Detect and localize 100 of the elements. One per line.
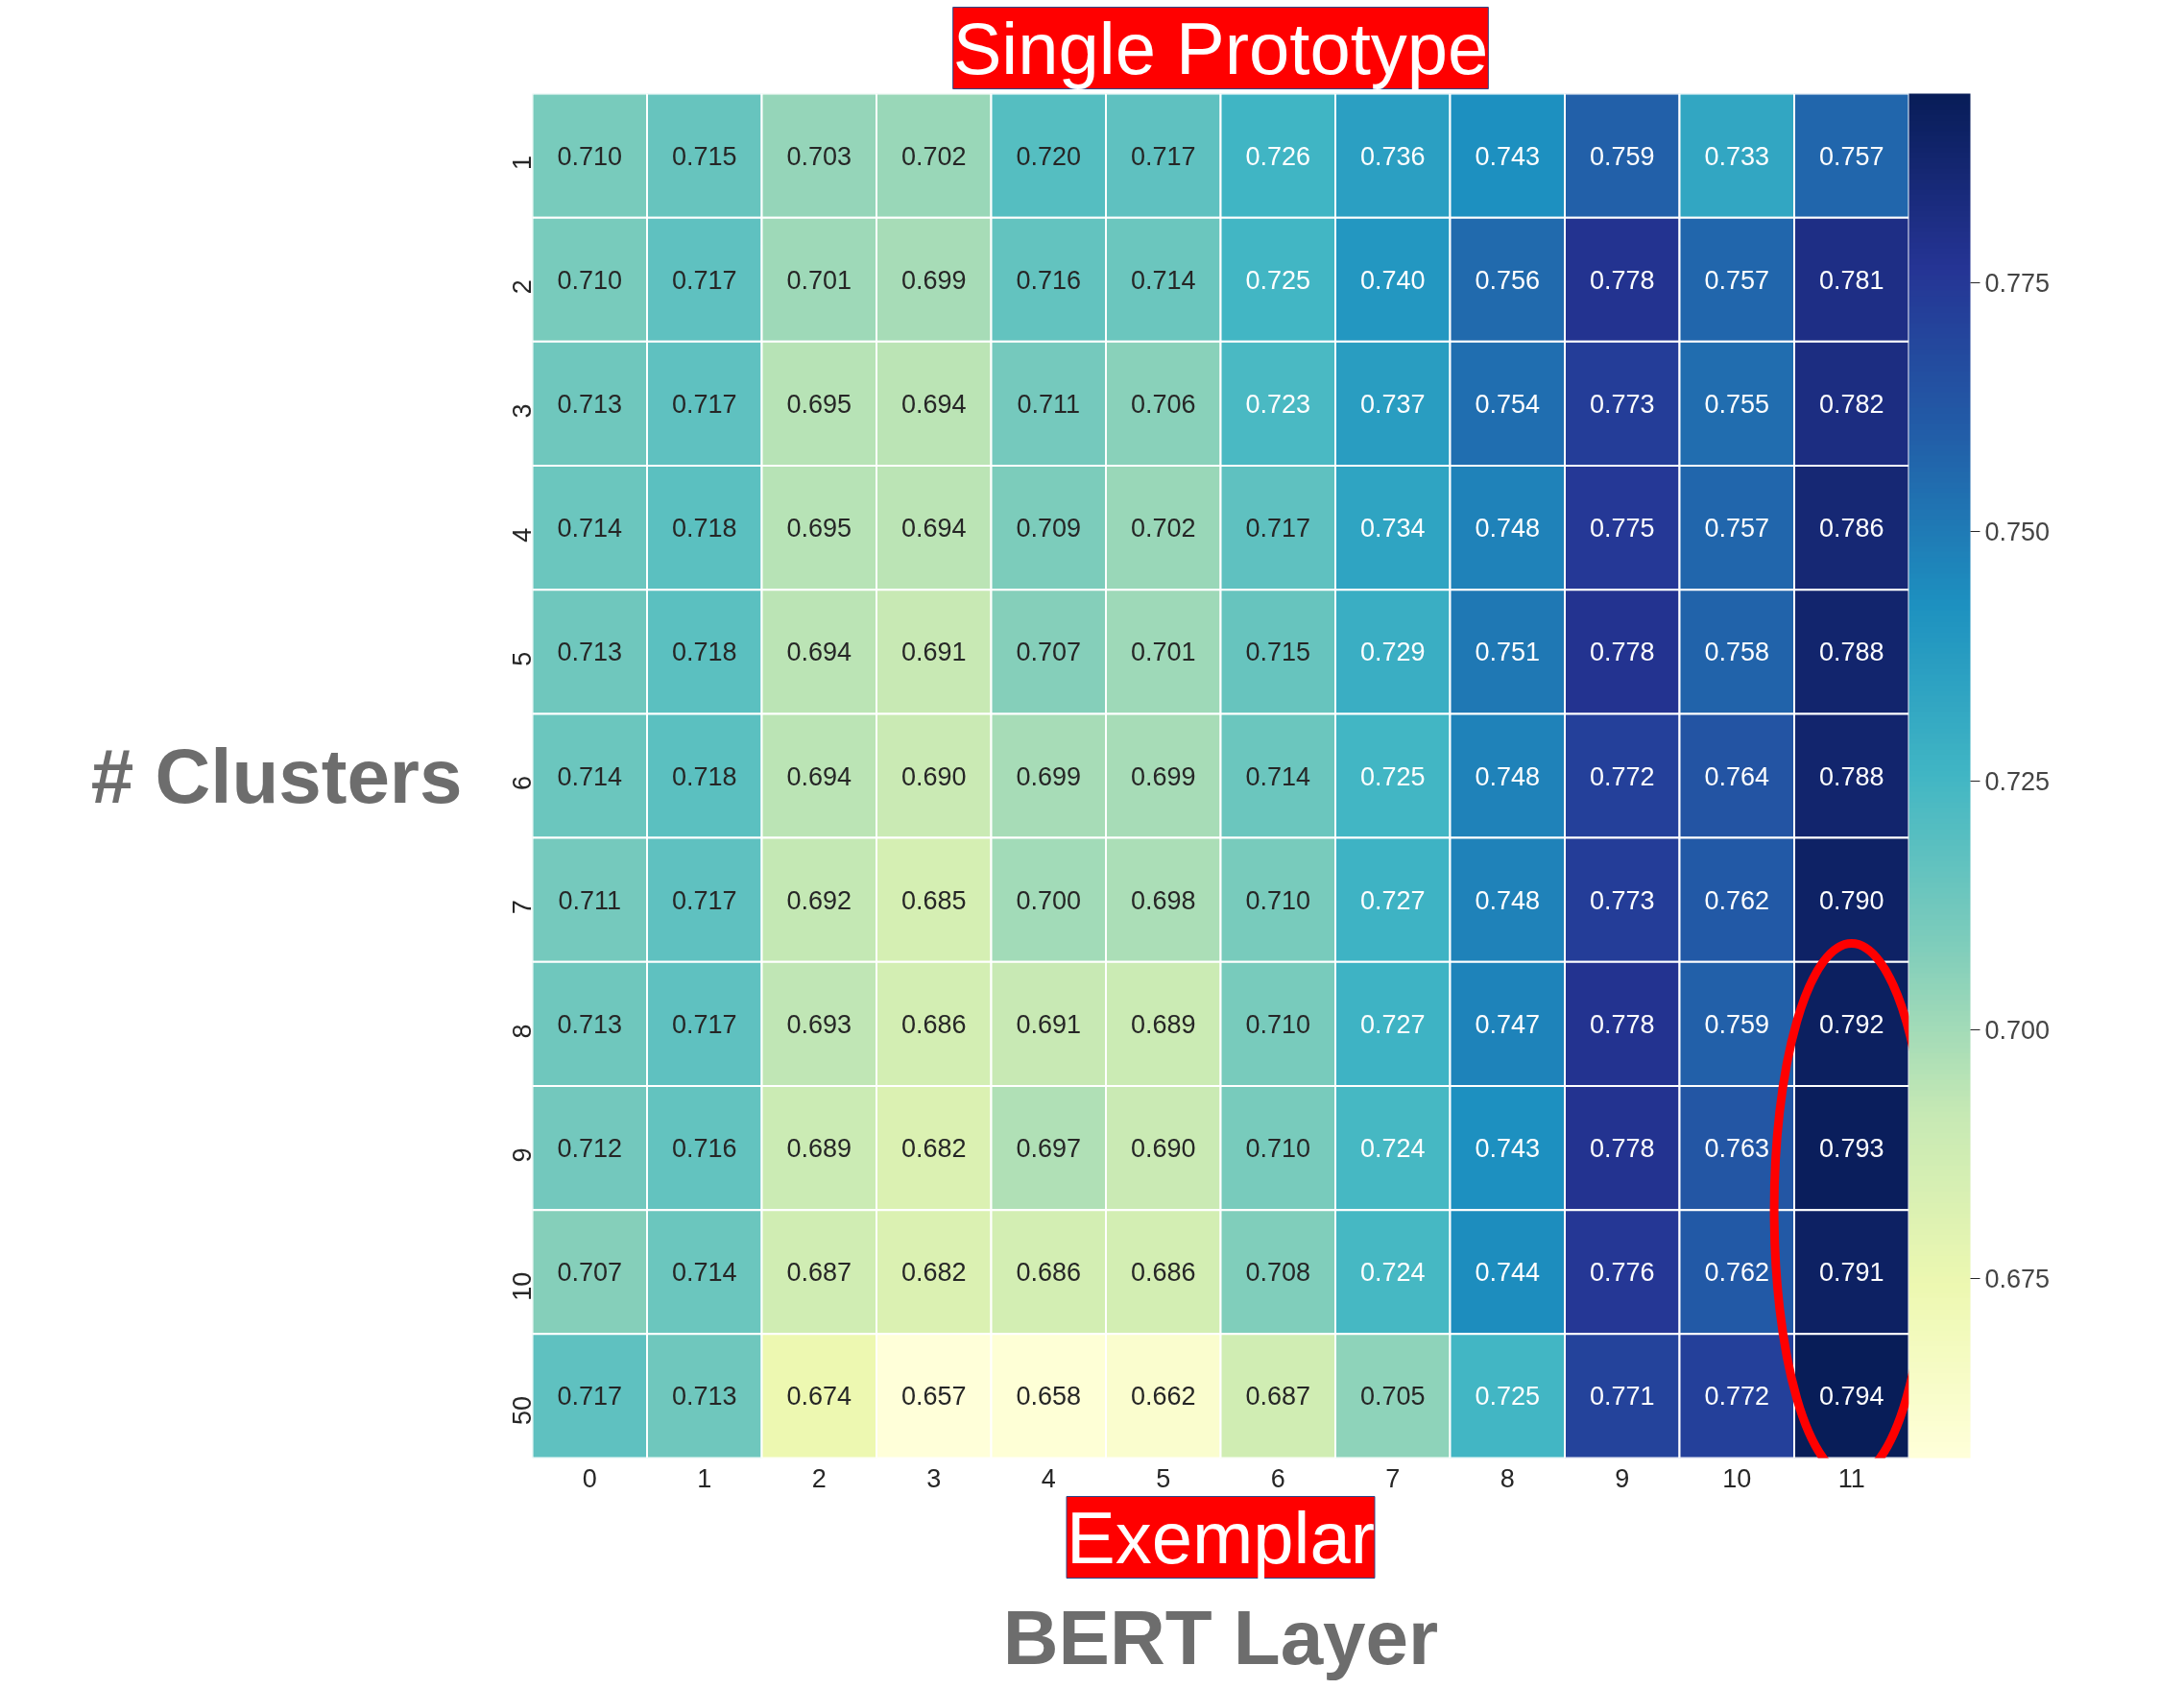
data-label: 0.717 — [671, 885, 737, 915]
data-label: 0.700 — [1016, 885, 1082, 915]
x-tick-label: 5 — [1156, 1463, 1171, 1493]
data-label: 0.694 — [786, 638, 852, 667]
data-label: 0.674 — [786, 1382, 852, 1412]
data-label: 0.714 — [1245, 761, 1311, 791]
y-tick-label: 6 — [508, 775, 537, 791]
data-label: 0.781 — [1818, 265, 1884, 295]
data-label: 0.713 — [557, 1009, 623, 1039]
x-tick-label: 6 — [1270, 1463, 1285, 1493]
data-label: 0.710 — [1245, 885, 1311, 915]
data-label: 0.657 — [900, 1382, 967, 1412]
data-label: 0.726 — [1245, 141, 1311, 171]
data-label: 0.744 — [1475, 1258, 1541, 1288]
data-label: 0.713 — [557, 389, 623, 419]
x-tick-label: 10 — [1722, 1463, 1752, 1493]
text: Exemplar — [1067, 1496, 1375, 1579]
data-label: 0.706 — [1130, 389, 1196, 419]
data-label: 0.788 — [1818, 761, 1884, 791]
data-label: 0.747 — [1475, 1009, 1541, 1039]
data-label: 0.687 — [786, 1258, 852, 1288]
data-label: 0.725 — [1359, 761, 1426, 791]
data-label: 0.698 — [1130, 885, 1196, 915]
data-label: 0.772 — [1704, 1382, 1770, 1412]
data-label: 0.771 — [1589, 1382, 1655, 1412]
data-label: 0.687 — [1245, 1382, 1311, 1412]
data-label: 0.788 — [1818, 638, 1884, 667]
data-label: 0.724 — [1359, 1258, 1426, 1288]
data-label: 0.708 — [1245, 1258, 1311, 1288]
data-label: 0.691 — [900, 638, 967, 667]
data-label: 0.778 — [1589, 265, 1655, 295]
y-tick-label: 50 — [508, 1395, 537, 1425]
data-label: 0.734 — [1359, 514, 1426, 543]
data-label: 0.697 — [1016, 1134, 1082, 1164]
data-label: 0.776 — [1589, 1258, 1655, 1288]
color-bar-label: 0.725 — [1984, 766, 2051, 796]
data-label: 0.725 — [1245, 265, 1311, 295]
color-bar-label: 0.750 — [1984, 518, 2051, 547]
data-label: 0.686 — [1016, 1258, 1082, 1288]
y-tick-label: 8 — [508, 1024, 537, 1039]
x-tick-label: 0 — [582, 1463, 597, 1493]
y-tick-label: 2 — [508, 279, 537, 295]
x-tick-label: 3 — [926, 1463, 942, 1493]
data-label: 0.729 — [1359, 638, 1426, 667]
data-label: 0.754 — [1475, 389, 1541, 419]
data-label: 0.691 — [1016, 1009, 1082, 1039]
data-label: 0.699 — [900, 265, 967, 295]
data-label: 0.692 — [786, 885, 852, 915]
data-label: 0.694 — [900, 514, 967, 543]
data-label: 0.775 — [1589, 514, 1655, 543]
data-label: 0.743 — [1475, 1134, 1541, 1164]
color-bar-label: 0.700 — [1984, 1015, 2051, 1045]
data-label: 0.794 — [1818, 1382, 1884, 1412]
data-label: 0.725 — [1475, 1382, 1541, 1412]
data-label: 0.756 — [1475, 265, 1541, 295]
data-label: 0.786 — [1818, 514, 1884, 543]
data-label: 0.773 — [1589, 389, 1655, 419]
data-label: 0.707 — [557, 1258, 623, 1288]
y-tick-label: 1 — [508, 156, 537, 171]
data-label: 0.711 — [558, 885, 622, 915]
data-label: 0.736 — [1359, 141, 1426, 171]
data-label: 0.743 — [1475, 141, 1541, 171]
data-label: 0.693 — [786, 1009, 852, 1039]
x-tick-label: 1 — [697, 1463, 712, 1493]
y-axis-title: # Clusters — [90, 733, 463, 819]
data-label: 0.714 — [1130, 265, 1196, 295]
x-tick-label: 7 — [1385, 1463, 1401, 1493]
data-label: 0.712 — [557, 1134, 623, 1164]
y-tick-label: 9 — [508, 1147, 537, 1163]
data-label: 0.709 — [1016, 514, 1082, 543]
data-label: 0.711 — [1017, 389, 1081, 419]
data-label: 0.724 — [1359, 1134, 1426, 1164]
data-label: 0.778 — [1589, 638, 1655, 667]
data-label: 0.718 — [671, 761, 737, 791]
data-label: 0.723 — [1245, 389, 1311, 419]
color-bar-label: 0.675 — [1984, 1265, 2051, 1294]
data-label: 0.717 — [671, 1009, 737, 1039]
data-label: 0.759 — [1589, 141, 1655, 171]
data-label: 0.713 — [671, 1382, 737, 1412]
data-label: 0.715 — [1245, 638, 1311, 667]
data-label: 0.701 — [786, 265, 852, 295]
data-label: 0.690 — [1130, 1134, 1196, 1164]
y-tick-label: 3 — [508, 403, 537, 419]
data-label: 0.710 — [1245, 1009, 1311, 1039]
y-tick-label: 7 — [508, 900, 537, 915]
data-label: 0.701 — [1130, 638, 1196, 667]
data-label: 0.686 — [900, 1009, 967, 1039]
x-tick-label: 11 — [1837, 1463, 1865, 1493]
data-label: 0.702 — [900, 141, 967, 171]
data-label: 0.717 — [1245, 514, 1311, 543]
y-tick-label: 5 — [508, 651, 537, 666]
data-label: 0.740 — [1359, 265, 1426, 295]
data-label: 0.748 — [1475, 885, 1541, 915]
data-label: 0.792 — [1818, 1009, 1884, 1039]
data-label: 0.682 — [900, 1134, 967, 1164]
text: Single Prototype — [952, 7, 1489, 89]
data-label: 0.717 — [1130, 141, 1196, 171]
data-label: 0.699 — [1130, 761, 1196, 791]
x-tick-label: 8 — [1500, 1463, 1515, 1493]
data-label: 0.764 — [1704, 761, 1770, 791]
